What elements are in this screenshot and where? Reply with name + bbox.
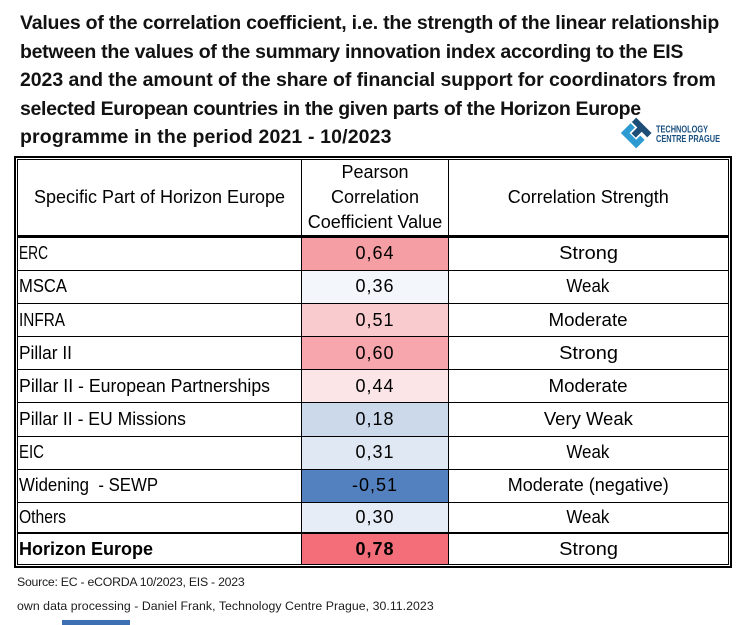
svg-text:TECHNOLOGY: TECHNOLOGY: [656, 124, 708, 136]
svg-text:CENTRE PRAGUE: CENTRE PRAGUE: [656, 133, 720, 145]
